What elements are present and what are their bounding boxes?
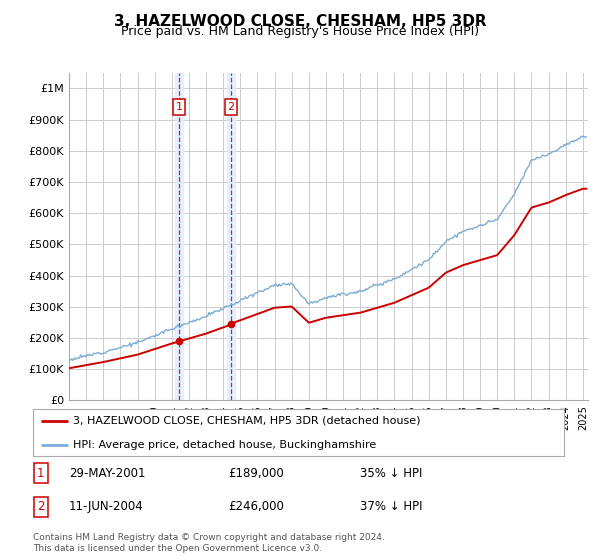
Bar — [175, 73, 183, 400]
Text: Price paid vs. HM Land Registry's House Price Index (HPI): Price paid vs. HM Land Registry's House … — [121, 25, 479, 38]
Text: 3, HAZELWOOD CLOSE, CHESHAM, HP5 3DR: 3, HAZELWOOD CLOSE, CHESHAM, HP5 3DR — [113, 14, 487, 29]
Text: £189,000: £189,000 — [228, 466, 284, 480]
Text: 37% ↓ HPI: 37% ↓ HPI — [360, 500, 422, 514]
Bar — [227, 73, 235, 400]
Text: Contains HM Land Registry data © Crown copyright and database right 2024.
This d: Contains HM Land Registry data © Crown c… — [33, 533, 385, 553]
Text: 1: 1 — [175, 102, 182, 112]
Text: 2: 2 — [37, 500, 44, 514]
Text: 35% ↓ HPI: 35% ↓ HPI — [360, 466, 422, 480]
Text: 3, HAZELWOOD CLOSE, CHESHAM, HP5 3DR (detached house): 3, HAZELWOOD CLOSE, CHESHAM, HP5 3DR (de… — [73, 416, 421, 426]
Text: 1: 1 — [37, 466, 44, 480]
Text: HPI: Average price, detached house, Buckinghamshire: HPI: Average price, detached house, Buck… — [73, 440, 376, 450]
Text: 2: 2 — [227, 102, 235, 112]
Text: 11-JUN-2004: 11-JUN-2004 — [69, 500, 144, 514]
Text: £246,000: £246,000 — [228, 500, 284, 514]
Text: 29-MAY-2001: 29-MAY-2001 — [69, 466, 146, 480]
